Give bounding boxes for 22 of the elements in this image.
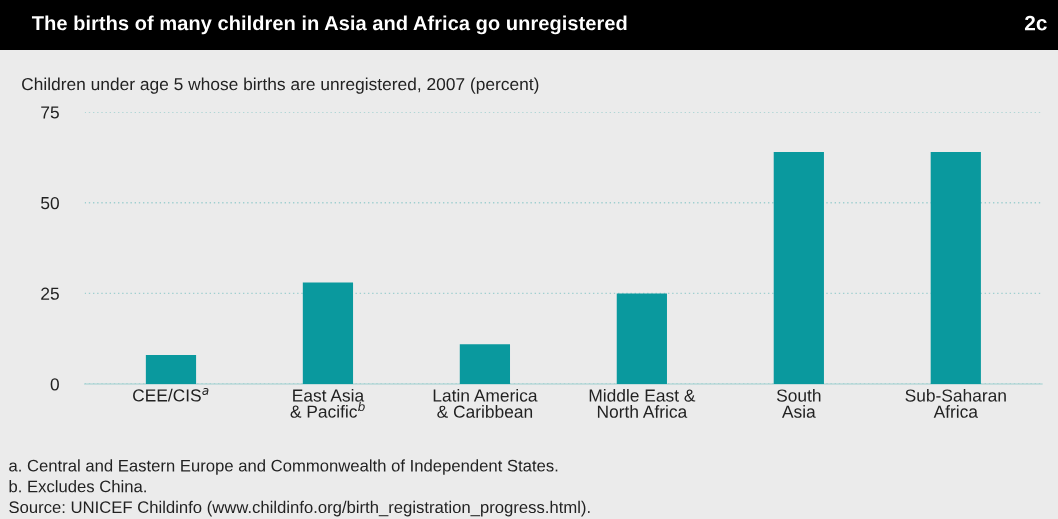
x-tick-label: Middle East & North Africa (589, 388, 696, 418)
text: 2c (1024, 15, 1047, 31)
y-tick-label: 0 (50, 378, 59, 391)
x-tick-label: East Asia & Pacific$^{b}$ (290, 388, 365, 418)
chart-title: The births of many children in Asia and Africa go unregistered (31, 15, 627, 35)
y-tick-label: 25 (41, 287, 59, 300)
bar (773, 151, 824, 385)
x-tick-label: Sub-Saharan Africa (905, 388, 1006, 418)
bar (145, 355, 197, 385)
source-note: Source: UNICEF Childinfo (www.childinfo.org/birth_registration_progress.html). (9, 500, 590, 517)
text: a. Central and Eastern Europe and Commonwealth of Independent States. (9, 459, 558, 475)
x-tick-label: South Asia (776, 388, 821, 418)
y-tick-label: 75 (41, 106, 59, 119)
bar (930, 151, 981, 385)
bar (459, 344, 511, 385)
bar (616, 293, 667, 385)
y-tick-label: 50 (41, 196, 59, 210)
text: b. Excludes China. (9, 480, 146, 493)
bar (302, 282, 354, 385)
chart-subtitle: Children under age 5 whose births are unregistered, 2007 (percent) (22, 77, 539, 94)
x-tick-label: CEE/CIS$^{a}$ (133, 387, 209, 402)
x-tick-label: Latin America & Caribbean (433, 388, 538, 418)
